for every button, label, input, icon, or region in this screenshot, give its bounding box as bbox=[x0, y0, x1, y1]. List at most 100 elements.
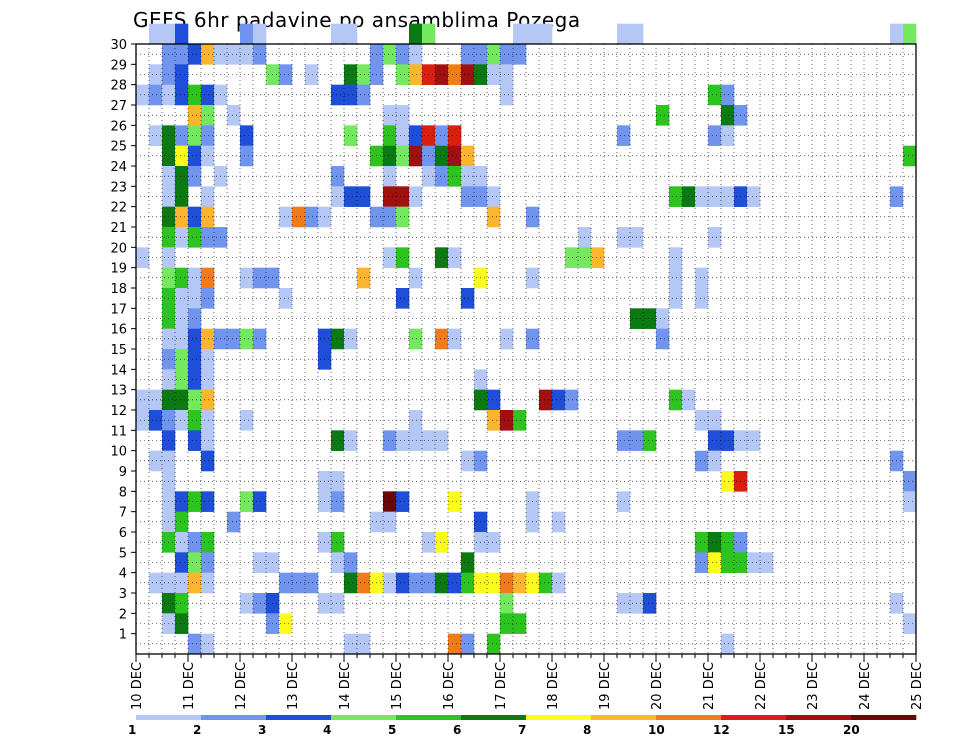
x-tick-label: 10 DEC bbox=[130, 662, 145, 710]
heatmap-cell bbox=[708, 450, 722, 472]
y-tick-label: 24 bbox=[110, 160, 127, 175]
heatmap-cell bbox=[240, 145, 254, 167]
heatmap-cell bbox=[383, 166, 397, 187]
heatmap-cell bbox=[188, 206, 202, 228]
heatmap-cell bbox=[747, 186, 761, 207]
heatmap-cell bbox=[175, 206, 189, 228]
heatmap-cell bbox=[903, 613, 917, 634]
heatmap-cell bbox=[149, 84, 163, 106]
x-tick-label: 25 DEC bbox=[910, 662, 925, 710]
heatmap-cell bbox=[409, 328, 423, 350]
heatmap-cell bbox=[383, 247, 397, 268]
heatmap-cell bbox=[227, 511, 241, 533]
x-tick-label: 20 DEC bbox=[650, 662, 665, 710]
heatmap-cell bbox=[383, 430, 397, 451]
heatmap-cell bbox=[357, 64, 371, 85]
heatmap-cell bbox=[643, 593, 657, 614]
heatmap-cell bbox=[175, 64, 189, 85]
colorbar-swatch bbox=[266, 715, 332, 720]
heatmap-cell bbox=[500, 44, 514, 65]
heatmap-cell bbox=[201, 430, 215, 451]
y-tick-label: 26 bbox=[110, 119, 127, 134]
heatmap-cell bbox=[227, 44, 241, 65]
heatmap-cell bbox=[331, 23, 345, 45]
colorbar-label: 20 bbox=[843, 723, 860, 737]
heatmap-cell bbox=[539, 389, 553, 411]
heatmap-cell bbox=[253, 44, 267, 65]
heatmap-cell bbox=[201, 450, 215, 472]
heatmap-cell bbox=[630, 23, 644, 45]
heatmap-cell bbox=[201, 227, 215, 248]
colorbar-swatch bbox=[721, 715, 787, 720]
heatmap-cell bbox=[188, 552, 202, 573]
heatmap-cell bbox=[383, 125, 397, 146]
heatmap-cell bbox=[175, 166, 189, 187]
heatmap-cell bbox=[487, 44, 501, 65]
heatmap-cell bbox=[175, 125, 189, 146]
heatmap-cell bbox=[721, 105, 735, 126]
heatmap-cell bbox=[487, 633, 501, 655]
heatmap-cell bbox=[448, 64, 462, 85]
heatmap-cell bbox=[201, 389, 215, 411]
heatmap-cell bbox=[175, 145, 189, 167]
heatmap-cell bbox=[149, 450, 163, 472]
heatmap-cell bbox=[461, 633, 475, 655]
heatmap-cell bbox=[409, 572, 423, 594]
heatmap-cell bbox=[552, 511, 566, 533]
heatmap-cell bbox=[409, 145, 423, 167]
heatmap-cell bbox=[461, 572, 475, 594]
heatmap-cell bbox=[461, 450, 475, 472]
heatmap-cell bbox=[253, 491, 267, 512]
heatmap-cell bbox=[513, 44, 527, 65]
heatmap-cell bbox=[383, 44, 397, 65]
heatmap-cell bbox=[643, 430, 657, 451]
heatmap-cell bbox=[188, 633, 202, 655]
heatmap-cell bbox=[461, 288, 475, 309]
heatmap-cell bbox=[175, 267, 189, 289]
heatmap-cell bbox=[448, 491, 462, 512]
heatmap-cell bbox=[383, 145, 397, 167]
heatmap-cell bbox=[279, 613, 293, 634]
heatmap-cell bbox=[253, 267, 267, 289]
heatmap-cell bbox=[175, 349, 189, 370]
heatmap-cell bbox=[669, 389, 683, 411]
heatmap-cell bbox=[188, 410, 202, 431]
heatmap-cell bbox=[188, 105, 202, 126]
colorbar-label: 12 bbox=[713, 723, 730, 737]
heatmap-cell bbox=[344, 64, 358, 85]
heatmap-cell bbox=[383, 511, 397, 533]
heatmap-cell bbox=[396, 125, 410, 146]
heatmap-cell bbox=[175, 44, 189, 65]
heatmap-cell bbox=[435, 572, 449, 594]
heatmap-cell bbox=[279, 206, 293, 228]
heatmap-cells bbox=[136, 23, 917, 655]
heatmap-cell bbox=[201, 410, 215, 431]
heatmap-cell bbox=[708, 125, 722, 146]
heatmap-cell bbox=[409, 125, 423, 146]
heatmap-cell bbox=[435, 430, 449, 451]
heatmap-cell bbox=[344, 84, 358, 106]
heatmap-cell bbox=[357, 84, 371, 106]
axes: 1234567891011121314151617181920212223242… bbox=[110, 38, 925, 710]
heatmap-cell bbox=[591, 247, 605, 268]
heatmap-cell bbox=[136, 389, 150, 411]
heatmap-cell bbox=[695, 532, 709, 553]
heatmap-cell bbox=[383, 186, 397, 207]
heatmap-cell bbox=[331, 166, 345, 187]
colorbar-swatch bbox=[786, 715, 852, 720]
x-tick-label: 11 DEC bbox=[182, 662, 197, 710]
heatmap-cell bbox=[188, 491, 202, 512]
heatmap-cell bbox=[201, 552, 215, 573]
heatmap-cell bbox=[344, 125, 358, 146]
y-tick-label: 1 bbox=[119, 628, 127, 643]
colorbar-swatch bbox=[461, 715, 527, 720]
heatmap-cell bbox=[188, 369, 202, 390]
heatmap-cell bbox=[396, 288, 410, 309]
heatmap-cell bbox=[175, 511, 189, 533]
heatmap-cell bbox=[136, 410, 150, 431]
heatmap-cell bbox=[331, 593, 345, 614]
heatmap-cell bbox=[201, 206, 215, 228]
heatmap-cell bbox=[396, 186, 410, 207]
heatmap-cell bbox=[617, 430, 631, 451]
x-tick-label: 16 DEC bbox=[442, 662, 457, 710]
